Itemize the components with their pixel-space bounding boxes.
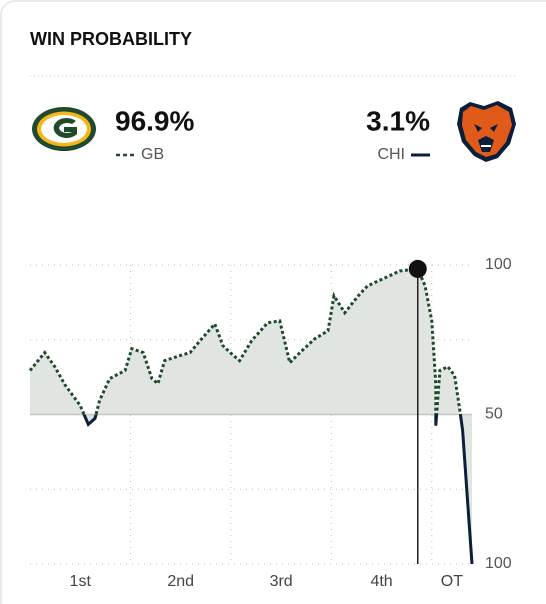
gb-logo	[32, 107, 96, 151]
period-label: 3rd	[270, 573, 293, 590]
selection-point	[408, 259, 427, 278]
period-label: OT	[441, 573, 463, 590]
gb-legend-label: GB	[141, 146, 164, 163]
gb-probability: 96.9%	[115, 105, 194, 136]
period-label: 4th	[370, 573, 392, 590]
chi-legend-label: CHI	[377, 146, 405, 163]
chi-logo	[457, 101, 516, 162]
y-tick-label: 50	[485, 406, 503, 423]
plot: 100 50 100 1st 2nd 3rd 4th OT	[28, 256, 512, 590]
y-tick-label: 100	[485, 256, 512, 273]
title: WIN PROBABILITY	[30, 29, 192, 49]
period-label: 2nd	[167, 573, 194, 590]
chi-probability: 3.1%	[366, 105, 430, 136]
y-tick-label: 100	[485, 555, 512, 572]
period-label: 1st	[70, 573, 92, 590]
probability-area	[30, 268, 472, 564]
